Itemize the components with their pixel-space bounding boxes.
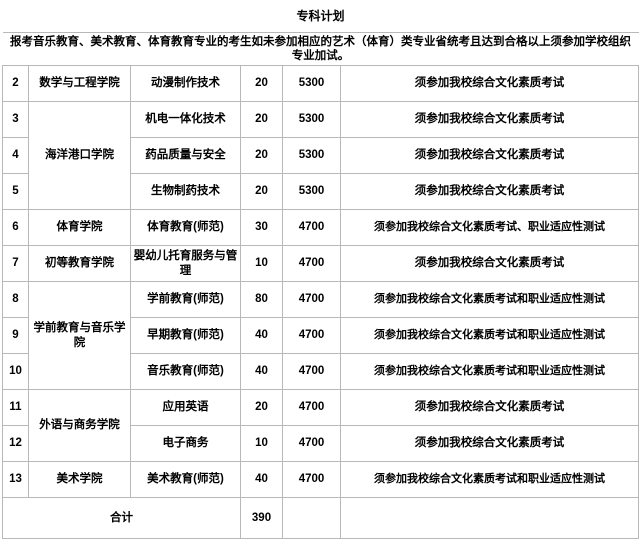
- major-name: 应用英语: [130, 389, 241, 426]
- college-name: 数学与工程学院: [28, 65, 131, 102]
- college-name: 初等教育学院: [28, 245, 131, 282]
- tuition-fee: 5300: [282, 173, 341, 210]
- major-name: 美术教育(师范): [130, 461, 241, 498]
- plan-count: 80: [240, 281, 283, 318]
- row-number: 11: [2, 389, 29, 426]
- exam-requirement-note: 须参加我校综合文化素质考试和职业适应性测试: [339, 281, 640, 318]
- plan-count: 20: [240, 389, 283, 426]
- tuition-fee: 5300: [282, 101, 341, 138]
- row-number: 7: [2, 245, 29, 282]
- tuition-fee: 4700: [282, 461, 341, 498]
- table-row: 8 学前教育与音乐学院 学前教育(师范) 80 4700 须参加我校综合文化素质考试和职业…: [2, 281, 640, 390]
- exam-requirement-note: 须参加我校综合文化素质考试: [339, 425, 640, 462]
- table-row: 11 外语与商务学院 应用英语 20 4700 须参加我校综合文化素质考试: [2, 389, 640, 462]
- tuition-fee: 4700: [282, 425, 341, 462]
- tuition-fee: 4700: [282, 389, 341, 426]
- plan-count: 20: [240, 101, 283, 138]
- table-row: 13 美术学院 美术教育(师范) 40 4700 须参加我校综合文化素质考试和职业适应性测…: [2, 461, 640, 498]
- tuition-fee: 4700: [282, 281, 341, 318]
- exam-requirement-note: 须参加我校综合文化素质考试: [339, 245, 640, 282]
- major-name: 动漫制作技术: [130, 65, 241, 102]
- row-number: 3: [2, 101, 29, 138]
- notice-row: 报考音乐教育、美术教育、体育教育专业的考生如未参加相应的艺术（体育）类专业省统考…: [2, 32, 639, 66]
- exam-requirement-note: 须参加我校综合文化素质考试: [339, 65, 640, 102]
- plan-count: 10: [240, 245, 283, 282]
- total-fee-cell: [282, 497, 341, 539]
- row-number: 4: [2, 137, 29, 174]
- row-number: 10: [2, 353, 29, 390]
- plan-count: 10: [240, 425, 283, 462]
- plan-count: 40: [240, 461, 283, 498]
- major-name: 婴幼儿托育服务与管理: [130, 245, 241, 282]
- plan-count: 40: [240, 353, 283, 390]
- exam-requirement-note: 须参加我校综合文化素质考试: [339, 389, 640, 426]
- plan-count: 20: [240, 173, 283, 210]
- table-row: 7 初等教育学院 婴幼儿托育服务与管理 10 4700 须参加我校综合文化素质考试: [2, 245, 640, 282]
- table-row: 9 早期教育(师范) 40 4700 须参加我校综合文化素质考试和职业适应性测试: [2, 317, 640, 354]
- major-name: 学前教育(师范): [130, 281, 241, 318]
- major-name: 早期教育(师范): [130, 317, 241, 354]
- total-label: 合计: [2, 497, 241, 539]
- exam-requirement-note: 须参加我校综合文化素质考试: [339, 173, 640, 210]
- exam-requirement-note: 须参加我校综合文化素质考试和职业适应性测试: [339, 317, 640, 354]
- row-number: 2: [2, 65, 29, 102]
- major-name: 生物制药技术: [130, 173, 241, 210]
- exam-requirement-note: 须参加我校综合文化素质考试: [339, 101, 640, 138]
- row-number: 6: [2, 209, 29, 246]
- major-name: 体育教育(师范): [130, 209, 241, 246]
- row-number: 8: [2, 281, 29, 318]
- table-row: 6 体育学院 体育教育(师范) 30 4700 须参加我校综合文化素质考试、职业适应性测试: [2, 209, 640, 246]
- plan-count: 30: [240, 209, 283, 246]
- exam-requirement-note: 须参加我校综合文化素质考试和职业适应性测试: [339, 461, 640, 498]
- title-row: 专科计划: [2, 0, 639, 33]
- tuition-fee: 5300: [282, 137, 341, 174]
- college-name: 体育学院: [28, 209, 131, 246]
- total-plan-count: 390: [240, 497, 283, 539]
- notice-text: 报考音乐教育、美术教育、体育教育专业的考生如未参加相应的艺术（体育）类专业省统考…: [2, 32, 639, 66]
- college-name: 外语与商务学院: [28, 389, 131, 462]
- table-row: 5 生物制药技术 20 5300 须参加我校综合文化素质考试: [2, 173, 640, 210]
- row-number: 9: [2, 317, 29, 354]
- row-number: 13: [2, 461, 29, 498]
- exam-requirement-note: 须参加我校综合文化素质考试: [339, 137, 640, 174]
- page-title: 专科计划: [2, 0, 639, 33]
- table-row: 2 数学与工程学院 动漫制作技术 20 5300 须参加我校综合文化素质考试: [2, 65, 640, 102]
- tuition-fee: 4700: [282, 317, 341, 354]
- table-row: 12 电子商务 10 4700 须参加我校综合文化素质考试: [2, 425, 640, 462]
- major-name: 电子商务: [130, 425, 241, 462]
- tuition-fee: 5300: [282, 65, 341, 102]
- tuition-fee: 4700: [282, 245, 341, 282]
- plan-count: 20: [240, 65, 283, 102]
- major-name: 音乐教育(师范): [130, 353, 241, 390]
- table-row: 4 药品质量与安全 20 5300 须参加我校综合文化素质考试: [2, 137, 640, 174]
- tuition-fee: 4700: [282, 209, 341, 246]
- college-name: 美术学院: [28, 461, 131, 498]
- college-name: 海洋港口学院: [28, 101, 131, 210]
- tuition-fee: 4700: [282, 353, 341, 390]
- row-number: 12: [2, 425, 29, 462]
- plan-count: 20: [240, 137, 283, 174]
- exam-requirement-note: 须参加我校综合文化素质考试、职业适应性测试: [339, 209, 640, 246]
- total-note-cell: [339, 497, 640, 539]
- major-name: 机电一体化技术: [130, 101, 241, 138]
- college-name: 学前教育与音乐学院: [28, 281, 131, 390]
- plan-count: 40: [240, 317, 283, 354]
- table-row: 3 海洋港口学院 机电一体化技术 20 5300 须参加我校综合文化素质考试: [2, 101, 640, 210]
- major-name: 药品质量与安全: [130, 137, 241, 174]
- total-row: 合计 390: [2, 497, 640, 539]
- exam-requirement-note: 须参加我校综合文化素质考试和职业适应性测试: [339, 353, 640, 390]
- row-number: 5: [2, 173, 29, 210]
